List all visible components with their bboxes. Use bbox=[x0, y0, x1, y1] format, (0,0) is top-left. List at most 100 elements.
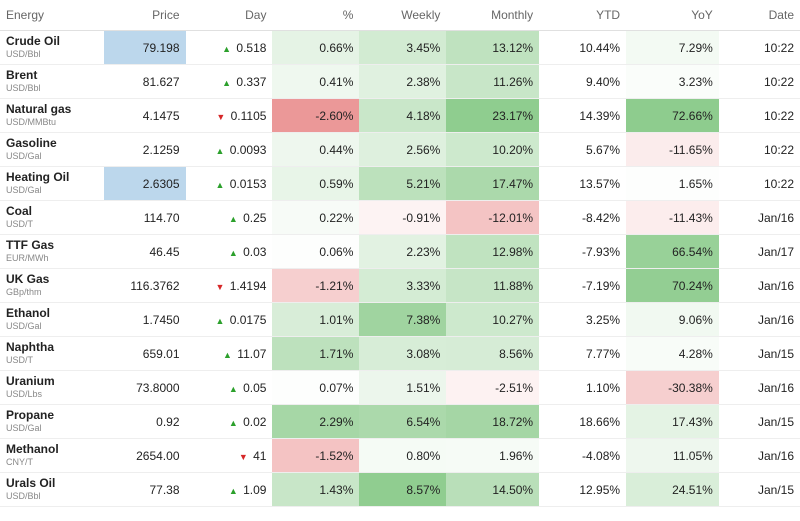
col-header-ytd[interactable]: YTD bbox=[539, 0, 626, 31]
ytd-change-cell: -7.93% bbox=[539, 235, 626, 269]
col-header-date[interactable]: Date bbox=[719, 0, 800, 31]
commodity-cell[interactable]: CoalUSD/T bbox=[0, 201, 104, 235]
commodity-cell[interactable]: GasolineUSD/Gal bbox=[0, 133, 104, 167]
col-header-weekly[interactable]: Weekly bbox=[359, 0, 446, 31]
day-change-cell: ▲ 1.09 bbox=[186, 473, 273, 507]
table-row[interactable]: Crude OilUSD/Bbl79.198▲ 0.5180.66%3.45%1… bbox=[0, 31, 800, 65]
yoy-change-cell: -11.43% bbox=[626, 201, 719, 235]
table-row[interactable]: MethanolCNY/T2654.00▼ 41-1.52%0.80%1.96%… bbox=[0, 439, 800, 473]
date-cell: 10:22 bbox=[719, 99, 800, 133]
commodity-name[interactable]: Urals Oil bbox=[6, 477, 98, 491]
commodity-cell[interactable]: UraniumUSD/Lbs bbox=[0, 371, 104, 405]
table-row[interactable]: EthanolUSD/Gal1.7450▲ 0.01751.01%7.38%10… bbox=[0, 303, 800, 337]
day-change-cell: ▼ 0.1105 bbox=[186, 99, 273, 133]
col-header-monthly[interactable]: Monthly bbox=[446, 0, 539, 31]
yoy-change-cell: -30.38% bbox=[626, 371, 719, 405]
commodity-unit: USD/Bbl bbox=[6, 491, 98, 501]
date-cell: 10:22 bbox=[719, 167, 800, 201]
commodity-name[interactable]: TTF Gas bbox=[6, 239, 98, 253]
commodity-name[interactable]: UK Gas bbox=[6, 273, 98, 287]
pct-change-cell: 1.71% bbox=[272, 337, 359, 371]
date-cell: Jan/16 bbox=[719, 269, 800, 303]
day-change-cell: ▲ 0.337 bbox=[186, 65, 273, 99]
price-cell: 81.627 bbox=[104, 65, 185, 99]
commodity-cell[interactable]: Heating OilUSD/Gal bbox=[0, 167, 104, 201]
table-row[interactable]: Urals OilUSD/Bbl77.38▲ 1.091.43%8.57%14.… bbox=[0, 473, 800, 507]
commodity-name[interactable]: Natural gas bbox=[6, 103, 98, 117]
commodity-name[interactable]: Uranium bbox=[6, 375, 98, 389]
monthly-change-cell: 11.88% bbox=[446, 269, 539, 303]
commodity-name[interactable]: Ethanol bbox=[6, 307, 98, 321]
commodity-name[interactable]: Crude Oil bbox=[6, 35, 98, 49]
monthly-change-cell: -12.01% bbox=[446, 201, 539, 235]
yoy-change-cell: 66.54% bbox=[626, 235, 719, 269]
col-header-energy[interactable]: Energy bbox=[0, 0, 104, 31]
table-row[interactable]: GasolineUSD/Gal2.1259▲ 0.00930.44%2.56%1… bbox=[0, 133, 800, 167]
day-change-value: 0.518 bbox=[233, 41, 266, 55]
table-row[interactable]: CoalUSD/T114.70▲ 0.250.22%-0.91%-12.01%-… bbox=[0, 201, 800, 235]
commodity-name[interactable]: Naphtha bbox=[6, 341, 98, 355]
table-row[interactable]: PropaneUSD/Gal0.92▲ 0.022.29%6.54%18.72%… bbox=[0, 405, 800, 439]
pct-change-cell: 0.59% bbox=[272, 167, 359, 201]
commodity-name[interactable]: Gasoline bbox=[6, 137, 98, 151]
up-arrow-icon: ▲ bbox=[229, 248, 238, 258]
commodity-cell[interactable]: BrentUSD/Bbl bbox=[0, 65, 104, 99]
table-row[interactable]: Natural gasUSD/MMBtu4.1475▼ 0.1105-2.60%… bbox=[0, 99, 800, 133]
price-cell: 4.1475 bbox=[104, 99, 185, 133]
price-cell: 1.7450 bbox=[104, 303, 185, 337]
commodity-cell[interactable]: TTF GasEUR/MWh bbox=[0, 235, 104, 269]
table-row[interactable]: BrentUSD/Bbl81.627▲ 0.3370.41%2.38%11.26… bbox=[0, 65, 800, 99]
energy-price-table: Energy Price Day % Weekly Monthly YTD Yo… bbox=[0, 0, 800, 507]
commodity-unit: USD/Bbl bbox=[6, 49, 98, 59]
weekly-change-cell: 6.54% bbox=[359, 405, 446, 439]
commodity-cell[interactable]: EthanolUSD/Gal bbox=[0, 303, 104, 337]
up-arrow-icon: ▲ bbox=[222, 78, 231, 88]
commodity-name[interactable]: Heating Oil bbox=[6, 171, 98, 185]
pct-change-cell: 2.29% bbox=[272, 405, 359, 439]
commodity-cell[interactable]: UK GasGBp/thm bbox=[0, 269, 104, 303]
day-change-cell: ▲ 0.0153 bbox=[186, 167, 273, 201]
date-cell: Jan/15 bbox=[719, 337, 800, 371]
day-change-cell: ▲ 0.0175 bbox=[186, 303, 273, 337]
col-header-yoy[interactable]: YoY bbox=[626, 0, 719, 31]
up-arrow-icon: ▲ bbox=[222, 44, 231, 54]
commodity-name[interactable]: Coal bbox=[6, 205, 98, 219]
commodity-name[interactable]: Methanol bbox=[6, 443, 98, 457]
table-row[interactable]: UraniumUSD/Lbs73.8000▲ 0.050.07%1.51%-2.… bbox=[0, 371, 800, 405]
table-row[interactable]: UK GasGBp/thm116.3762▼ 1.4194-1.21%3.33%… bbox=[0, 269, 800, 303]
col-header-day[interactable]: Day bbox=[186, 0, 273, 31]
day-change-cell: ▼ 41 bbox=[186, 439, 273, 473]
pct-change-cell: 0.44% bbox=[272, 133, 359, 167]
price-cell: 77.38 bbox=[104, 473, 185, 507]
day-change-cell: ▲ 0.518 bbox=[186, 31, 273, 65]
commodity-cell[interactable]: Crude OilUSD/Bbl bbox=[0, 31, 104, 65]
ytd-change-cell: 12.95% bbox=[539, 473, 626, 507]
up-arrow-icon: ▲ bbox=[215, 316, 224, 326]
commodity-cell[interactable]: Natural gasUSD/MMBtu bbox=[0, 99, 104, 133]
commodity-cell[interactable]: MethanolCNY/T bbox=[0, 439, 104, 473]
day-change-value: 0.25 bbox=[240, 211, 267, 225]
price-cell: 79.198 bbox=[104, 31, 185, 65]
date-cell: 10:22 bbox=[719, 133, 800, 167]
day-change-cell: ▲ 0.25 bbox=[186, 201, 273, 235]
table-row[interactable]: Heating OilUSD/Gal2.6305▲ 0.01530.59%5.2… bbox=[0, 167, 800, 201]
price-cell: 2.6305 bbox=[104, 167, 185, 201]
weekly-change-cell: 1.51% bbox=[359, 371, 446, 405]
monthly-change-cell: 17.47% bbox=[446, 167, 539, 201]
day-change-value: 1.09 bbox=[240, 483, 267, 497]
commodity-name[interactable]: Brent bbox=[6, 69, 98, 83]
commodity-cell[interactable]: Urals OilUSD/Bbl bbox=[0, 473, 104, 507]
commodity-unit: USD/Gal bbox=[6, 423, 98, 433]
commodity-cell[interactable]: NaphthaUSD/T bbox=[0, 337, 104, 371]
commodity-unit: USD/Gal bbox=[6, 151, 98, 161]
yoy-change-cell: 1.65% bbox=[626, 167, 719, 201]
table-row[interactable]: TTF GasEUR/MWh46.45▲ 0.030.06%2.23%12.98… bbox=[0, 235, 800, 269]
col-header-price[interactable]: Price bbox=[104, 0, 185, 31]
pct-change-cell: 0.41% bbox=[272, 65, 359, 99]
col-header-pct[interactable]: % bbox=[272, 0, 359, 31]
date-cell: 10:22 bbox=[719, 31, 800, 65]
up-arrow-icon: ▲ bbox=[229, 214, 238, 224]
commodity-name[interactable]: Propane bbox=[6, 409, 98, 423]
commodity-cell[interactable]: PropaneUSD/Gal bbox=[0, 405, 104, 439]
table-row[interactable]: NaphthaUSD/T659.01▲ 11.071.71%3.08%8.56%… bbox=[0, 337, 800, 371]
